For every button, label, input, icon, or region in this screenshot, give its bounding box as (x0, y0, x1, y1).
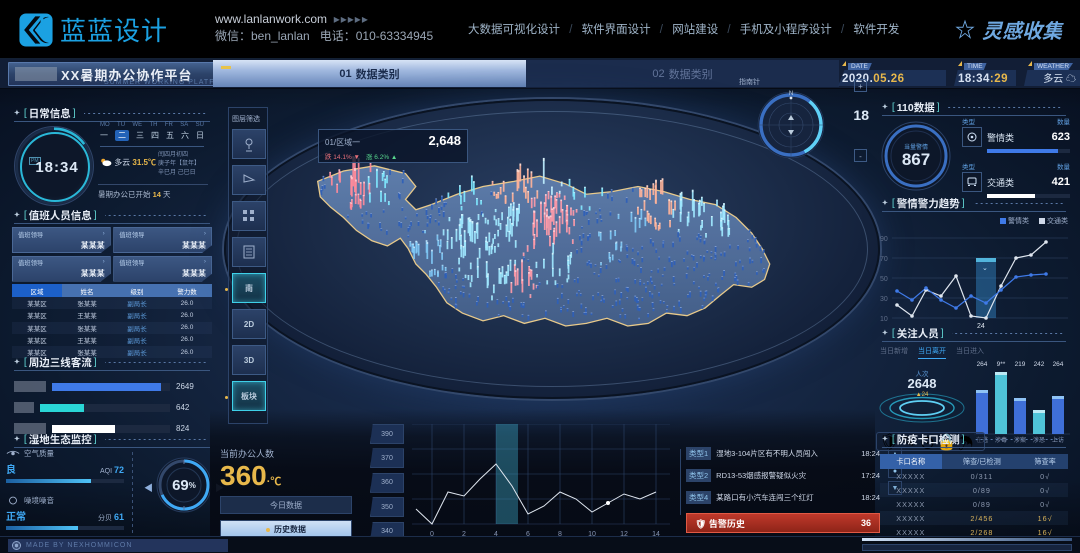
svg-text:70: 70 (880, 256, 888, 263)
svg-text:N: N (789, 91, 793, 97)
svg-text:219: 219 (1015, 361, 1026, 368)
svg-text:50: 50 (880, 276, 888, 283)
svg-text:242: 242 (1034, 361, 1045, 368)
svg-text:⌄: ⌄ (982, 265, 988, 272)
svg-text:30: 30 (880, 296, 888, 303)
svg-text:264: 264 (977, 361, 988, 368)
svg-text:10: 10 (880, 316, 888, 323)
svg-text:9**: 9** (997, 361, 1006, 368)
svg-text:90: 90 (880, 236, 888, 243)
svg-text:264: 264 (1053, 361, 1064, 368)
